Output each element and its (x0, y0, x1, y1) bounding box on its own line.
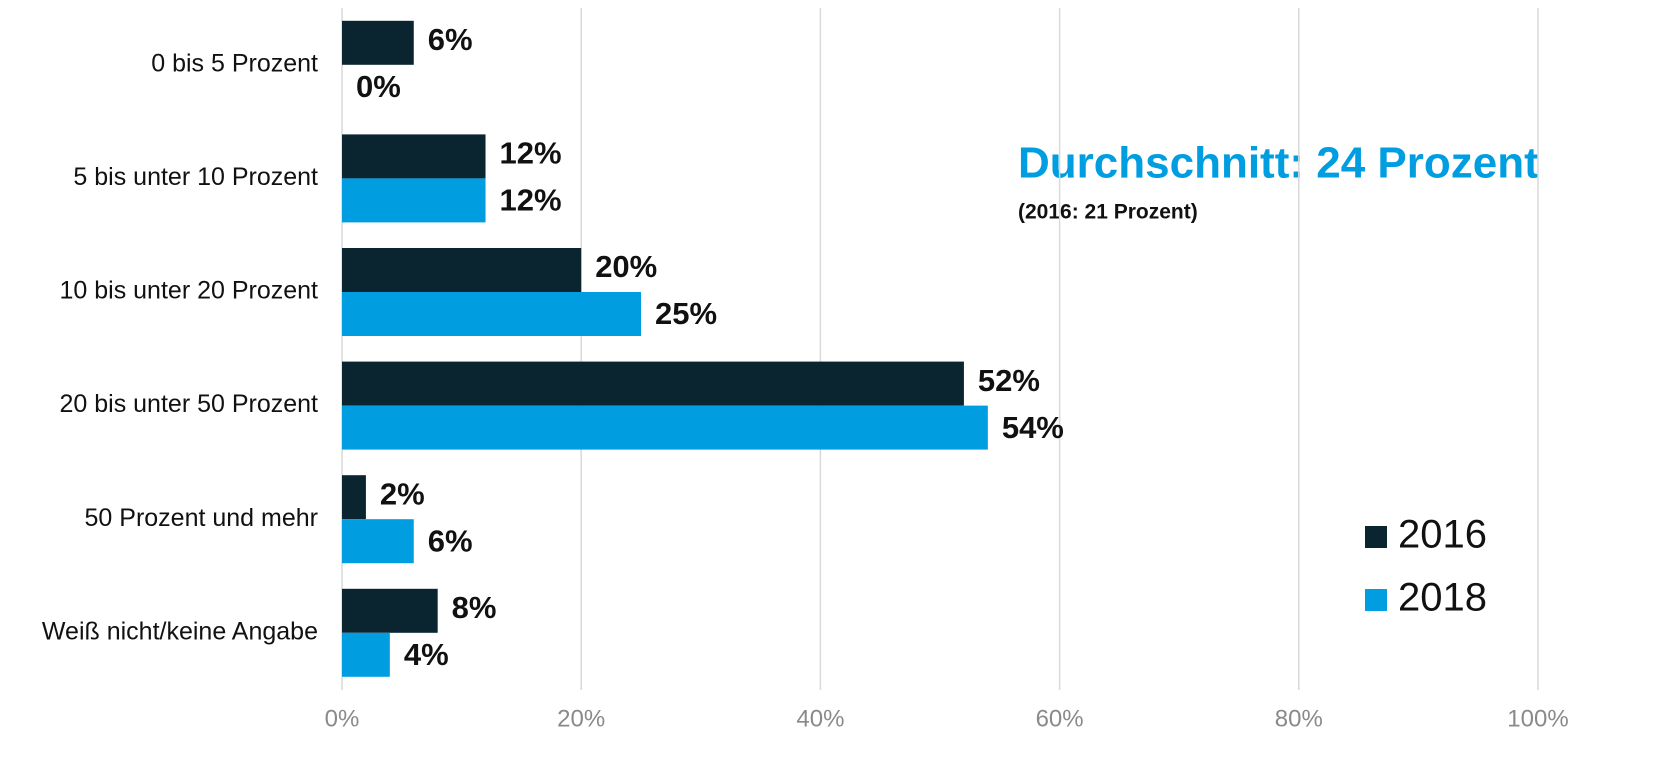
annotation: Durchschnitt: 24 Prozent (1018, 139, 1539, 188)
bar (342, 248, 582, 292)
legend-label: 2016 (1398, 513, 1487, 557)
value-label: 12% (500, 183, 562, 218)
bar (342, 588, 438, 633)
annotation: (2016: 21 Prozent) (1018, 201, 1198, 224)
value-label: 4% (404, 637, 449, 672)
x-tick-label: 40% (796, 705, 844, 732)
x-tick-label: 0% (325, 705, 360, 732)
y-tick-label: 20 bis unter 50 Prozent (60, 390, 319, 418)
x-tick-label: 60% (1036, 705, 1084, 732)
value-label: 25% (655, 296, 717, 331)
y-tick-label: 0 bis 5 Prozent (151, 49, 318, 77)
bar (342, 361, 964, 406)
bar (342, 632, 390, 677)
legend-swatch (1365, 526, 1387, 548)
bar (342, 475, 366, 520)
bar (342, 405, 988, 450)
bar (342, 20, 414, 65)
y-tick-label: 50 Prozent und mehr (85, 504, 318, 532)
bar (342, 134, 486, 179)
x-tick-label: 100% (1507, 705, 1568, 732)
value-label: 0% (356, 69, 401, 104)
y-tick-label: Weiß nicht/keine Angabe (42, 617, 318, 645)
bar (342, 292, 641, 336)
y-tick-label: 5 bis unter 10 Prozent (73, 163, 318, 191)
value-label: 2% (380, 476, 425, 511)
value-label: 6% (428, 22, 473, 57)
value-label: 6% (428, 523, 473, 558)
value-label: 12% (500, 136, 562, 171)
value-label: 54% (1002, 410, 1064, 445)
x-tick-label: 80% (1275, 705, 1323, 732)
legend-swatch (1365, 589, 1387, 611)
x-tick-label: 20% (557, 705, 605, 732)
bar (342, 519, 414, 564)
value-label: 8% (452, 590, 497, 625)
bar (342, 178, 486, 223)
value-label: 20% (595, 249, 657, 284)
value-label: 52% (978, 363, 1040, 398)
legend-label: 2018 (1398, 576, 1487, 620)
y-tick-label: 10 bis unter 20 Prozent (60, 277, 319, 305)
